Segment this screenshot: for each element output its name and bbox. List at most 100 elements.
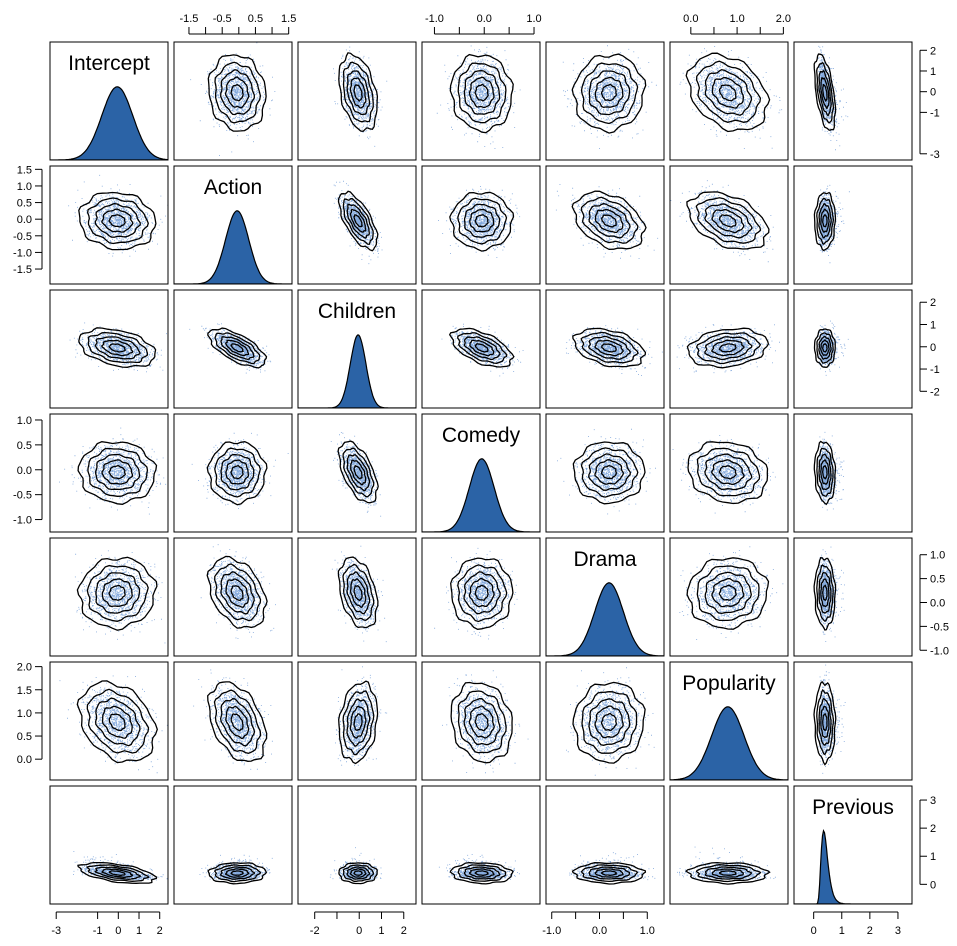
tick-label: 0 xyxy=(930,879,936,891)
contour-line xyxy=(337,440,379,504)
y-axis-right-children: -2 -1 0 1 2 xyxy=(919,297,940,398)
panel-border xyxy=(173,289,293,409)
contour-line xyxy=(710,459,745,486)
panel-border xyxy=(173,413,293,533)
contour-line xyxy=(463,866,501,880)
contour-line xyxy=(463,336,501,361)
tick-label: -1.0 xyxy=(13,247,32,259)
contour-line xyxy=(457,332,508,364)
contour-line xyxy=(718,870,737,876)
panel-content xyxy=(813,431,845,511)
contour-line xyxy=(78,327,157,368)
contour-line xyxy=(822,713,828,731)
contour-line xyxy=(342,61,374,123)
scatter-points xyxy=(68,174,168,257)
contour-line xyxy=(95,453,141,491)
panel-popularity-drama xyxy=(545,661,665,781)
tick-label: -2 xyxy=(310,925,320,937)
tick-label: -3 xyxy=(930,149,940,161)
contour-line xyxy=(594,868,624,878)
contour-line xyxy=(101,339,134,357)
tick-label: 0 xyxy=(115,925,121,937)
scatter-points xyxy=(331,545,387,643)
contour-line xyxy=(820,208,830,233)
tick-label: 3 xyxy=(930,795,936,807)
panel-action-drama xyxy=(545,165,665,285)
contour-line xyxy=(463,203,501,238)
panel-content xyxy=(199,854,273,885)
contour-line xyxy=(572,327,647,368)
panel-drama-children xyxy=(297,537,417,657)
scatter-points xyxy=(562,45,657,149)
scatter-points xyxy=(817,45,849,151)
tick-label: 1.5 xyxy=(281,13,296,25)
contour-line xyxy=(349,868,367,878)
contour-line xyxy=(695,864,762,883)
contour-line xyxy=(457,864,507,882)
panel-content xyxy=(298,334,416,408)
contour-line xyxy=(353,713,363,732)
tick-label: 2 xyxy=(401,925,407,937)
scatter-points xyxy=(73,851,168,881)
contour-line xyxy=(685,52,771,133)
contour-line xyxy=(77,441,158,505)
contour-line xyxy=(818,335,832,360)
contour-line xyxy=(695,60,762,123)
contour-line xyxy=(338,52,379,132)
contour-line xyxy=(718,214,737,228)
panel-border xyxy=(669,661,789,781)
contour-line xyxy=(87,197,149,245)
panel-action-popularity xyxy=(669,165,789,285)
contour-line xyxy=(230,83,244,102)
panel-intercept-previous xyxy=(793,41,913,161)
panel-content xyxy=(677,846,776,885)
panel-content xyxy=(565,325,663,376)
contour-line xyxy=(230,870,244,876)
panel-content xyxy=(569,852,656,885)
tick-label: 0.5 xyxy=(248,13,263,25)
panel-content xyxy=(73,851,168,884)
panel-border xyxy=(49,537,169,657)
panel-drama-previous xyxy=(793,537,913,657)
contour-line xyxy=(572,441,646,505)
panel-comedy-comedy: Comedy xyxy=(421,413,541,533)
contour-line xyxy=(468,76,495,109)
panel-border xyxy=(49,289,169,409)
panel-popularity-popularity: Popularity xyxy=(669,661,789,781)
contour-line xyxy=(87,331,149,364)
panel-border xyxy=(297,289,417,409)
panel-comedy-intercept xyxy=(49,413,169,533)
contour-line xyxy=(225,339,250,357)
panel-children-intercept xyxy=(49,289,169,409)
y-axis-right-drama: -1.0 -0.5 0.0 0.5 1.0 xyxy=(919,550,949,657)
panel-content xyxy=(191,432,289,509)
panel-intercept-children xyxy=(297,41,417,161)
contour-line xyxy=(214,61,262,124)
panel-border xyxy=(173,661,293,781)
contour-line xyxy=(588,698,631,746)
contour-line xyxy=(718,84,737,102)
tick-label: 3 xyxy=(895,925,901,937)
contour-line xyxy=(338,862,378,885)
scatter-points xyxy=(69,322,167,373)
panel-border xyxy=(421,413,541,533)
tick-label: -0.5 xyxy=(213,13,232,25)
scatter-points xyxy=(329,847,382,882)
tick-label: 1 xyxy=(378,925,384,937)
contour-line xyxy=(220,453,255,491)
contour-line xyxy=(474,83,489,102)
contour-line xyxy=(813,680,837,766)
contour-line xyxy=(816,564,834,623)
panel-border xyxy=(545,537,665,657)
contour-line xyxy=(580,331,639,364)
contour-line xyxy=(820,339,830,357)
tick-label: 1.0 xyxy=(640,925,655,937)
panel-border xyxy=(421,785,541,905)
contour-line xyxy=(600,465,617,480)
contour-line xyxy=(214,563,262,622)
contour-line xyxy=(813,191,837,252)
scatter-points xyxy=(565,325,663,376)
y-axis-right-intercept: -3 -1 0 1 2 xyxy=(919,45,940,161)
contour-line xyxy=(816,689,835,756)
y-axis-left-popularity: 0.0 0.5 1.0 1.5 2.0 xyxy=(17,662,43,766)
